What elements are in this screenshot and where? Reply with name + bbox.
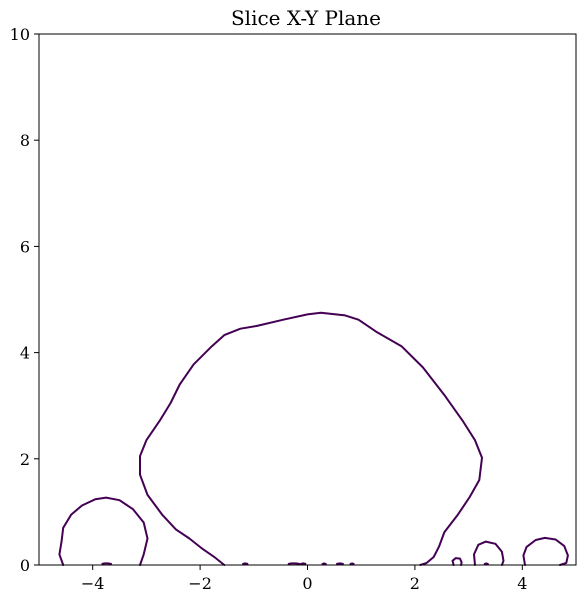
contour-line-2 [58,496,149,566]
contour-line-7 [242,562,249,565]
contour-lines [58,311,569,566]
x-tick-label: −2 [188,574,212,593]
contour-line-10 [321,562,327,565]
x-axis: −4 −2 0 2 4 [81,565,527,593]
y-tick-label: 6 [20,237,30,256]
contour-line-13 [483,562,489,565]
contour-line-12 [349,562,355,565]
y-tick-label: 10 [10,25,30,44]
x-tick-label: −4 [81,574,105,593]
x-tick-label: 2 [410,574,420,593]
x-tick-label: 4 [517,574,527,593]
plot-frame [38,33,577,566]
contour-line-1 [139,311,483,566]
y-axis: 0 2 4 6 8 10 [10,25,39,575]
contour-line-11 [336,562,344,565]
contour-line-9 [300,562,307,565]
y-tick-label: 4 [20,344,30,363]
contour-line-3 [473,540,505,566]
y-tick-label: 2 [20,450,30,469]
chart-title: Slice X-Y Plane [231,6,381,30]
x-tick-label: 0 [302,574,312,593]
contour-line-8 [287,562,301,565]
contour-line-4 [522,536,569,566]
y-tick-label: 8 [20,131,30,150]
contour-line-6 [101,562,112,565]
contour-line-5 [451,557,463,566]
y-tick-label: 0 [20,556,30,575]
